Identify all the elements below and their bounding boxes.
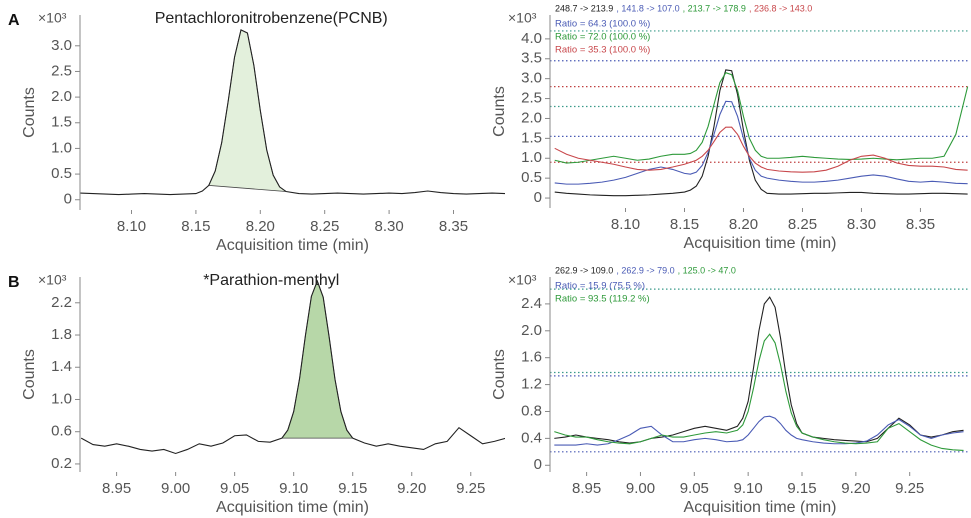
x-tick-label: 8.35 [439,218,468,235]
x-tick-label: 8.15 [181,218,210,235]
series-line [554,69,968,197]
x-tick-label: 8.10 [611,216,640,233]
x-tick-label: 8.30 [847,216,876,233]
y-tick-label: 1.8 [51,326,72,343]
chart-title: *Parathion-menthyl [203,272,339,289]
series-line [80,29,505,196]
x-tick-label: 9.10 [734,480,763,497]
y-multiplier: ×10³ [508,272,537,288]
x-tick-label: 9.05 [220,480,249,497]
y-tick-label: 0.8 [521,402,542,419]
x-tick-label: 9.05 [680,480,709,497]
x-tick-label: 9.25 [895,480,924,497]
x-tick-label: 9.20 [397,480,426,497]
y-tick-label: 0.5 [521,169,542,186]
x-axis-label: Acquisition time (min) [684,499,837,516]
y-tick-label: 1.4 [51,358,72,375]
y-axis-label: Counts [21,87,38,138]
x-tick-label: 8.95 [572,480,601,497]
y-tick-label: 2.4 [521,295,542,312]
series-line [554,72,969,164]
y-tick-label: 2.0 [51,88,72,105]
legend-entry: , 262.9 -> 79.0 [616,265,674,275]
legend-entry: 248.7 -> 213.9 [555,3,613,13]
y-tick-label: 1.5 [51,114,72,131]
x-tick-label: 9.15 [787,480,816,497]
plot-area [80,29,505,196]
x-tick-label: 8.20 [246,218,275,235]
integration-area [208,29,288,193]
x-tick-label: 8.35 [906,216,935,233]
panel-label: B [8,274,20,291]
x-tick-label: 8.25 [788,216,817,233]
plot-area [554,69,969,197]
x-tick-label: 8.25 [310,218,339,235]
y-tick-label: 2.0 [521,322,542,339]
y-tick-label: 3.0 [51,37,72,54]
y-tick-label: 1.0 [51,139,72,156]
plot-area [80,279,505,455]
x-tick-label: 8.10 [117,218,146,235]
y-tick-label: 0.5 [51,165,72,182]
x-tick-label: 9.15 [338,480,367,497]
y-tick-label: 0.2 [51,455,72,472]
y-tick-label: 2.5 [51,62,72,79]
y-tick-label: 0 [64,191,72,208]
ratio-annotation: Ratio = 35.3 (100.0 %) [555,45,650,56]
y-axis-label: Counts [491,349,508,400]
panel-label: A [8,12,20,29]
x-tick-label: 9.25 [456,480,485,497]
y-multiplier: ×10³ [508,10,537,26]
legend-entry: 262.9 -> 109.0 [555,265,613,275]
y-tick-label: 1.0 [521,149,542,166]
legend-entry: , 125.0 -> 47.0 [678,265,736,275]
y-tick-label: 2.0 [521,109,542,126]
x-axis-label: Acquisition time (min) [216,499,369,516]
x-tick-label: 9.20 [841,480,870,497]
series-line [554,126,968,173]
plot-area [554,296,964,452]
y-tick-label: 2.2 [51,294,72,311]
y-tick-label: 0 [534,456,542,473]
chart-title: Pentachloronitrobenzene(PCNB) [155,10,388,27]
y-axis-label: Counts [491,86,508,137]
y-tick-label: 4.0 [521,30,542,47]
x-tick-label: 8.20 [729,216,758,233]
y-tick-label: 0.4 [521,429,542,446]
series-line [80,279,505,455]
y-tick-label: 2.5 [521,90,542,107]
x-axis-label: Acquisition time (min) [216,237,369,254]
y-tick-label: 1.2 [521,376,542,393]
y-tick-label: 1.5 [521,129,542,146]
x-tick-label: 9.10 [279,480,308,497]
x-tick-label: 8.95 [102,480,131,497]
series-line [554,333,964,452]
series-line [554,415,964,446]
ratio-annotation: Ratio = 93.5 (119.2 %) [555,294,650,305]
legend-entry: , 213.7 -> 178.9 [683,3,746,13]
x-tick-label: 9.00 [161,480,190,497]
x-axis-label: Acquisition time (min) [684,235,837,252]
series-line [554,100,968,185]
y-multiplier: ×10³ [38,272,67,288]
y-multiplier: ×10³ [38,10,67,26]
x-tick-label: 8.15 [670,216,699,233]
y-tick-label: 3.5 [521,50,542,67]
y-axis-label: Counts [21,349,38,400]
y-tick-label: 1.6 [521,349,542,366]
y-tick-label: 0.6 [51,423,72,440]
ratio-annotation: Ratio = 72.0 (100.0 %) [555,32,650,43]
ratio-annotation: Ratio = 15.9 (75.5 %) [555,281,645,292]
x-tick-label: 8.30 [374,218,403,235]
y-tick-label: 0 [534,189,542,206]
y-tick-label: 1.0 [51,390,72,407]
x-tick-label: 9.00 [626,480,655,497]
ratio-annotation: Ratio = 64.3 (100.0 %) [555,19,650,30]
y-tick-label: 3.0 [521,70,542,87]
legend-entry: , 236.8 -> 143.0 [749,3,812,13]
legend-entry: , 141.8 -> 107.0 [616,3,679,13]
